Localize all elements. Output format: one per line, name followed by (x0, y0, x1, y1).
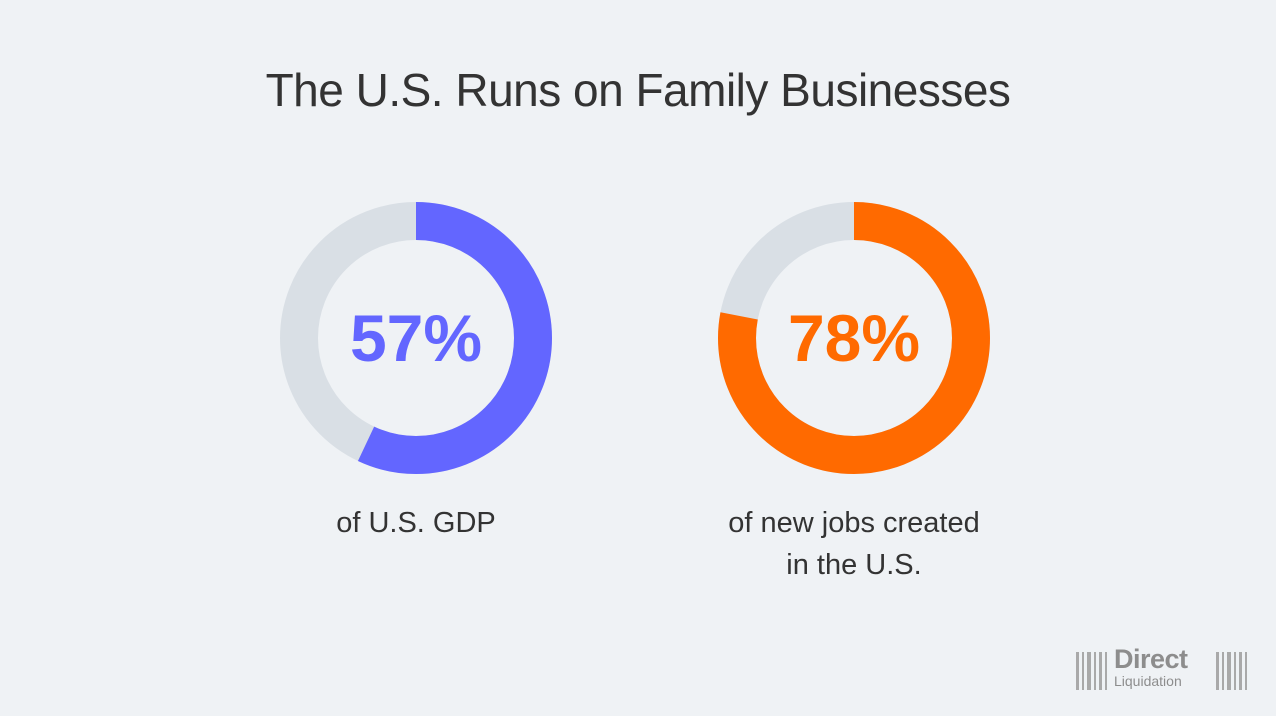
gdp-caption-line-1: of U.S. GDP (336, 507, 496, 539)
gdp-donut-svg (280, 202, 552, 474)
jobs-caption-line-2: in the U.S. (786, 549, 922, 581)
jobs-donut-svg (718, 202, 990, 474)
jobs-donut-chart: 78% (718, 202, 990, 474)
direct-liquidation-logo: Direct Liquidation (1074, 644, 1254, 694)
jobs-percentage: 78% (787, 301, 921, 375)
logo-line-2: Liquidation (1114, 673, 1182, 689)
barcode-icon (1076, 652, 1247, 690)
jobs-donut-arc (718, 202, 990, 474)
jobs-caption: of new jobs created in the U.S. (674, 502, 1034, 586)
gdp-caption: of U.S. GDP (236, 502, 596, 544)
gdp-donut-chart: 57% (280, 202, 552, 474)
chart-title: The U.S. Runs on Family Businesses (265, 64, 1011, 116)
gdp-donut-arc (280, 202, 552, 474)
logo-line-1: Direct (1114, 644, 1188, 674)
jobs-caption-line-1: of new jobs created (728, 507, 980, 539)
gdp-percentage: 57% (349, 301, 483, 375)
